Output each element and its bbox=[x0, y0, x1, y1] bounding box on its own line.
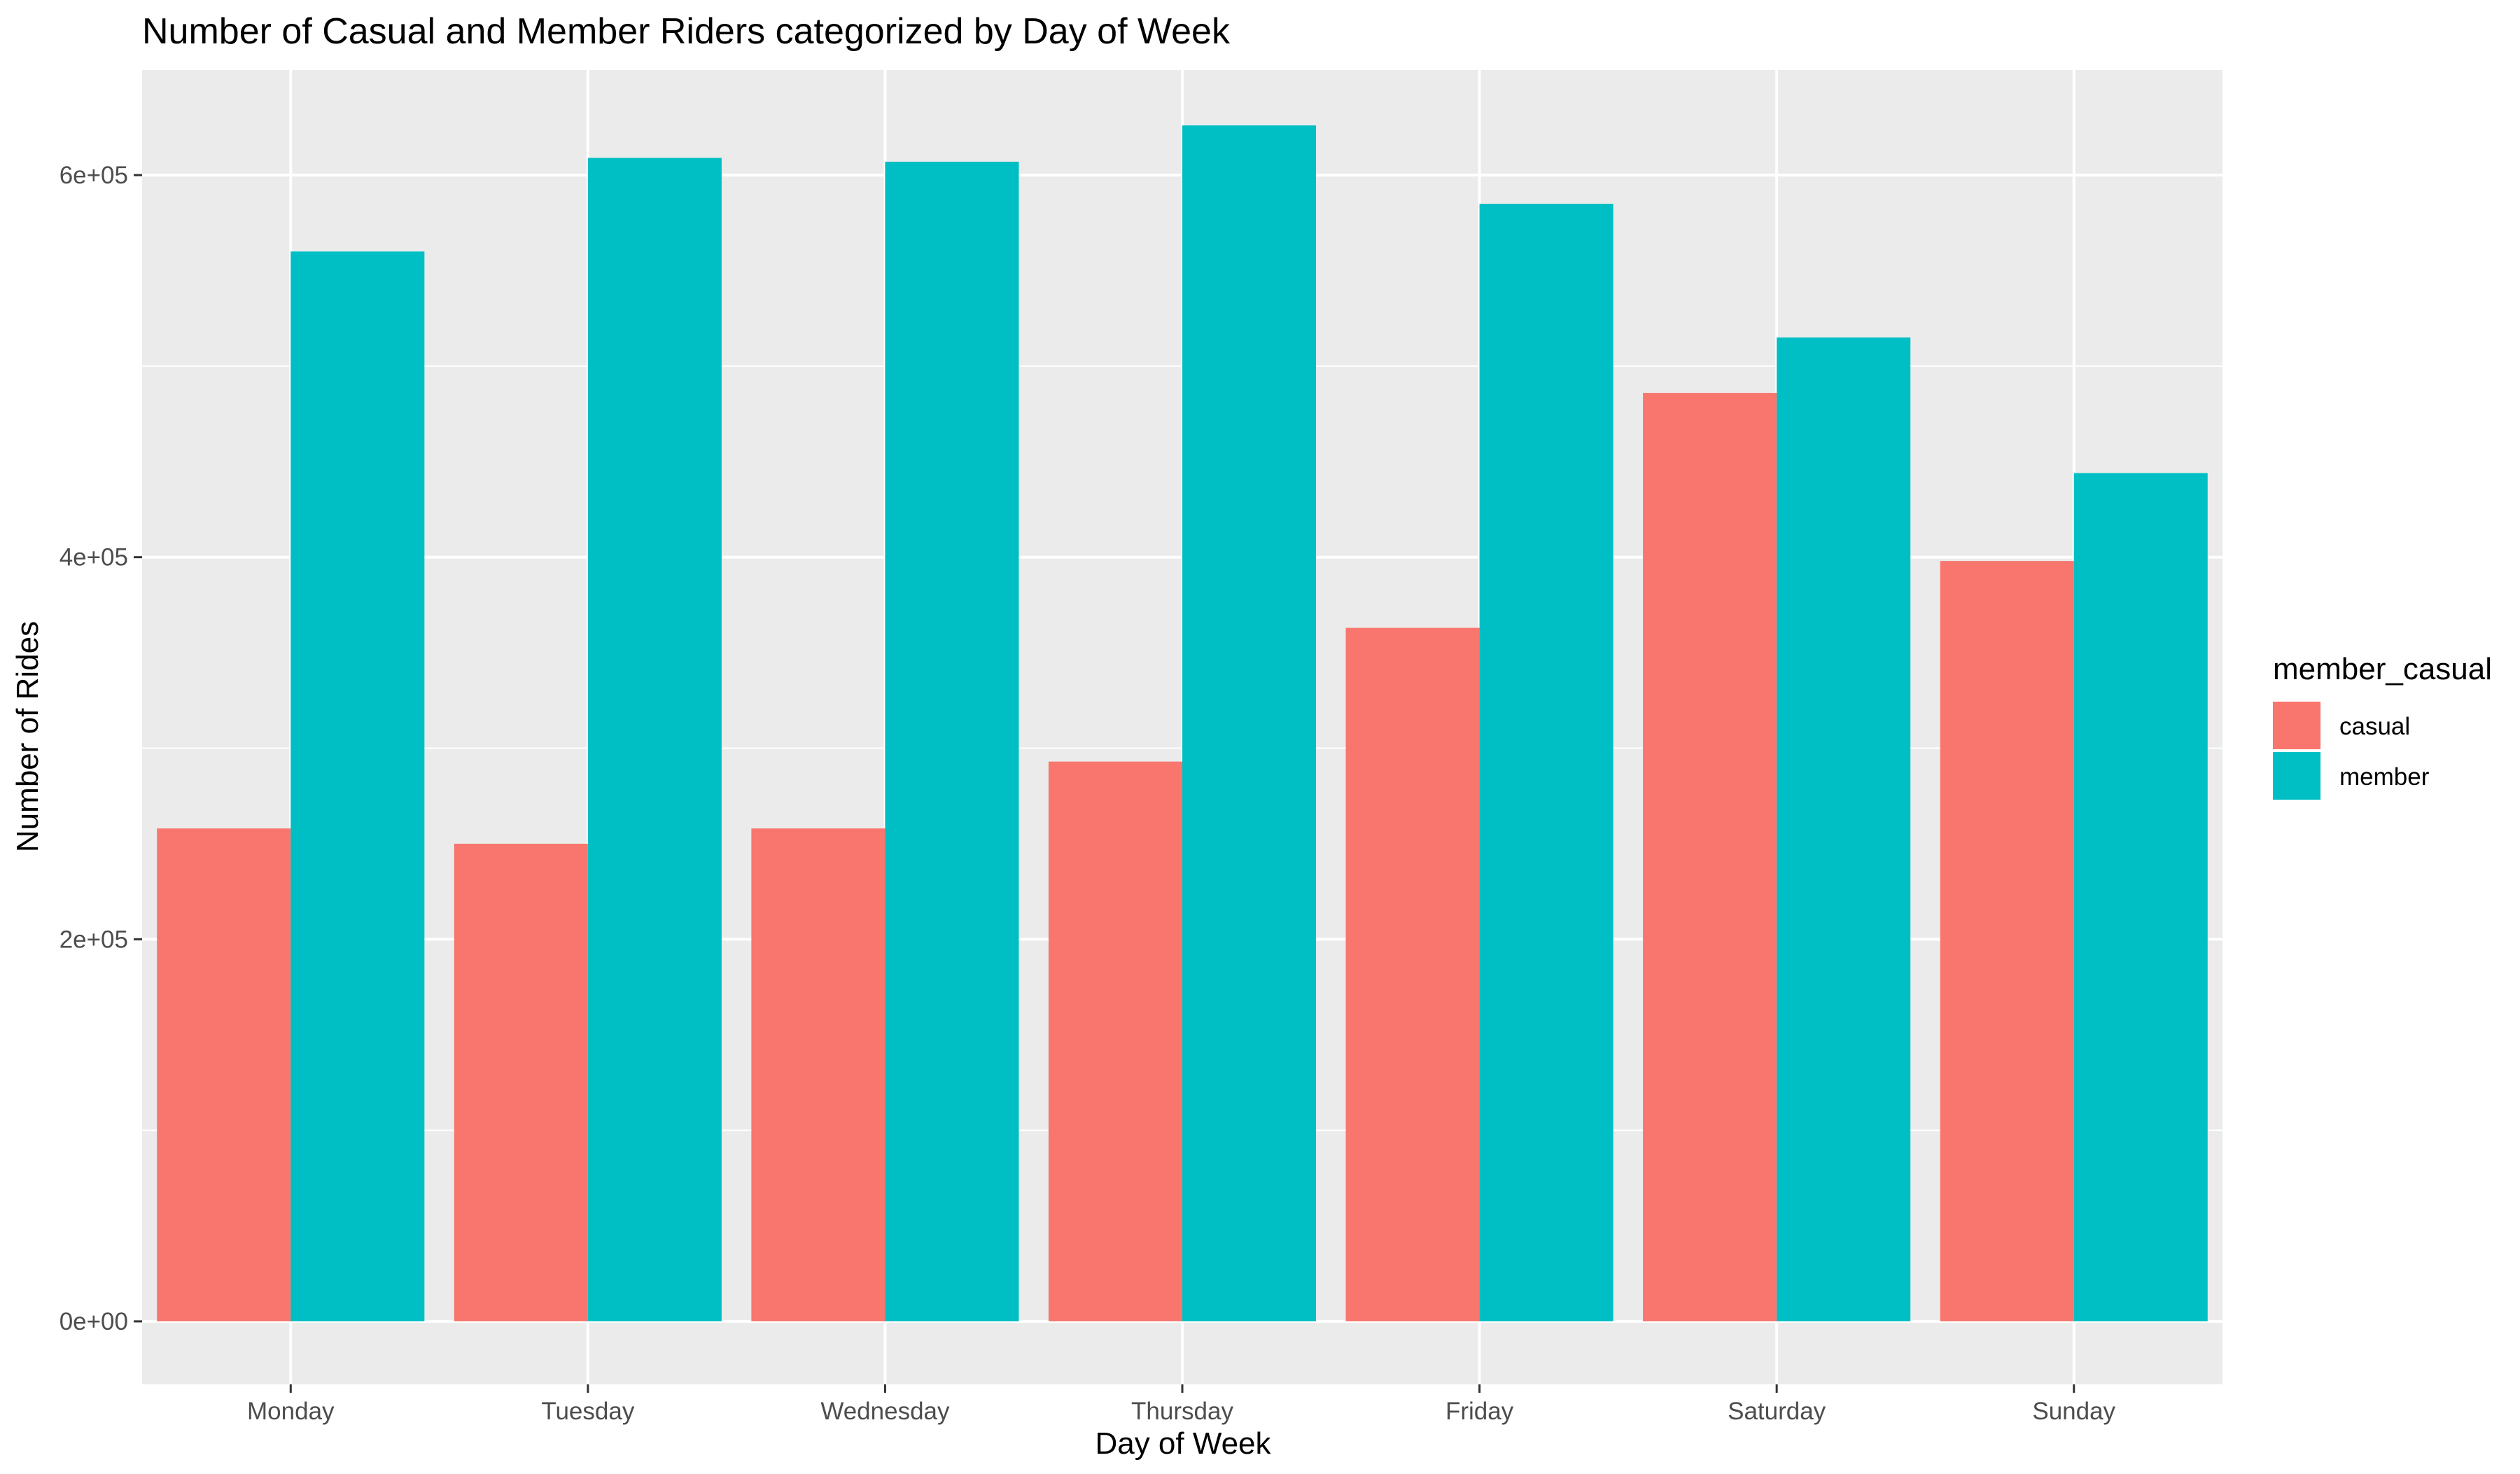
legend-label-casual: casual bbox=[2339, 713, 2410, 740]
legend-key-member bbox=[2273, 752, 2320, 800]
bar-member-sunday bbox=[2073, 473, 2208, 1321]
x-tick-label: Saturday bbox=[1728, 1398, 1826, 1425]
bar-casual-wednesday bbox=[751, 828, 886, 1321]
x-axis-ticks bbox=[289, 1384, 2076, 1393]
y-tick-label: 6e+05 bbox=[59, 162, 128, 189]
y-tick-label: 4e+05 bbox=[59, 544, 128, 571]
bar-member-wednesday bbox=[885, 161, 1019, 1321]
x-tick-label: Tuesday bbox=[541, 1398, 634, 1425]
y-tick-label: 2e+05 bbox=[59, 926, 128, 953]
bar-casual-sunday bbox=[1940, 561, 2074, 1321]
bar-member-thursday bbox=[1182, 125, 1317, 1321]
legend: member_casual casual member bbox=[2273, 652, 2492, 800]
chart-title: Number of Casual and Member Riders categ… bbox=[142, 11, 1231, 52]
legend-title: member_casual bbox=[2273, 652, 2492, 686]
x-tick-label: Monday bbox=[247, 1398, 335, 1425]
x-tick-label: Friday bbox=[1446, 1398, 1514, 1425]
bar-member-tuesday bbox=[587, 158, 722, 1321]
y-axis-tick-labels: 0e+00 2e+05 4e+05 6e+05 bbox=[59, 162, 128, 1335]
x-tick-label: Sunday bbox=[2032, 1398, 2115, 1425]
legend-key-casual bbox=[2273, 702, 2320, 749]
bar-casual-friday bbox=[1345, 627, 1480, 1321]
legend-label-member: member bbox=[2339, 763, 2430, 791]
y-axis-title: Number of Rides bbox=[10, 621, 45, 852]
x-axis-title: Day of Week bbox=[1095, 1426, 1271, 1461]
x-tick-label: Thursday bbox=[1131, 1398, 1233, 1425]
bar-member-friday bbox=[1479, 203, 1614, 1321]
y-tick-label: 0e+00 bbox=[59, 1308, 128, 1335]
x-axis-tick-labels: Monday Tuesday Wednesday Thursday Friday Satu… bbox=[247, 1398, 2116, 1425]
bar-casual-thursday bbox=[1048, 761, 1182, 1321]
x-tick-label: Wednesday bbox=[820, 1398, 950, 1425]
y-axis-ticks bbox=[134, 174, 142, 1323]
bar-member-saturday bbox=[1777, 337, 1911, 1321]
bar-casual-tuesday bbox=[454, 843, 588, 1321]
bar-casual-monday bbox=[157, 828, 291, 1321]
bar-member-monday bbox=[290, 251, 425, 1321]
bars-layer bbox=[157, 125, 2208, 1321]
bar-casual-saturday bbox=[1643, 393, 1777, 1321]
